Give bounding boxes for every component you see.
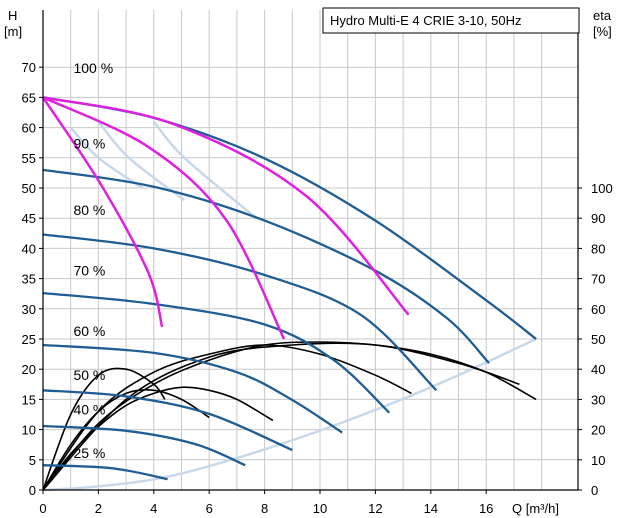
efficiency-curve: [42, 389, 210, 491]
y-left-tick-label: 60: [22, 121, 36, 136]
y-left-tick-label: 5: [29, 453, 36, 468]
efficiency-curve: [42, 344, 412, 491]
x-axis-label: Q [m³/h]: [512, 501, 559, 516]
x-tick-label: 12: [368, 501, 382, 516]
y-left-tick-label: 40: [22, 241, 36, 256]
y-right-tick-label: 70: [591, 272, 605, 287]
limit-curve: [42, 96, 286, 340]
y-left-tick-label: 70: [22, 60, 36, 75]
title-box: [322, 7, 580, 34]
y-left-tick-label: 15: [22, 392, 36, 407]
y-left-tick-label: 50: [22, 181, 36, 196]
y-left-tick-label: 35: [22, 272, 36, 287]
y-right-tick-label: 20: [591, 423, 605, 438]
y-left-tick-label: 20: [22, 362, 36, 377]
y-right-tick-label: 90: [591, 211, 605, 226]
y-right-tick-label: 0: [591, 483, 598, 498]
x-tick-label: 4: [150, 501, 157, 516]
y-right-tick-label: 30: [591, 392, 605, 407]
speed-label: 80 %: [73, 202, 105, 218]
head-curve: [42, 389, 293, 452]
y-right-tick-label: 100: [591, 181, 613, 196]
y-axis-left-label-line2: [m]: [4, 24, 22, 39]
axes: [39, 10, 582, 494]
limit-curve: [42, 96, 410, 316]
x-tick-label: 8: [261, 501, 268, 516]
head-curve: [42, 464, 168, 481]
y-axis-right-label-line1: eta: [593, 8, 612, 23]
head-curve: [42, 291, 391, 414]
chart-title: Hydro Multi-E 4 CRIE 3-10, 50Hz: [330, 13, 521, 28]
speed-label: 25 %: [73, 445, 105, 461]
limit-curve: [41, 96, 164, 328]
limit-curves: [41, 96, 410, 340]
x-tick-label: 0: [39, 501, 46, 516]
x-tick-label: 10: [313, 501, 327, 516]
speed-label: 70 %: [73, 263, 105, 279]
y-axis-left-label-line1: H: [8, 8, 17, 23]
iso-curve: [69, 126, 144, 190]
iso-curve: [152, 120, 258, 220]
head-curve: [42, 168, 490, 364]
y-right-tick-label: 80: [591, 241, 605, 256]
iso-curves: [42, 120, 537, 492]
grid: [43, 10, 578, 490]
speed-label: 50 %: [73, 367, 105, 383]
efficiency-curve: [42, 342, 520, 491]
efficiency-curves: [42, 341, 537, 491]
head-curve: [42, 233, 438, 392]
y-axis-right-label-line2: [%]: [593, 24, 612, 39]
y-left-tick-label: 65: [22, 90, 36, 105]
x-tick-label: 2: [95, 501, 102, 516]
head-curve: [42, 343, 343, 434]
speed-labels: 100 % 90 % 80 % 70 % 60 % 50 % 40 % 25 %: [73, 60, 113, 461]
x-tick-label: 14: [424, 501, 438, 516]
y-right-tick-label: 10: [591, 453, 605, 468]
y-left-tick-label: 25: [22, 332, 36, 347]
y-right-tick-label: 40: [591, 362, 605, 377]
y-left-tick-label: 30: [22, 302, 36, 317]
y-left-tick-label: 55: [22, 151, 36, 166]
x-tick-label: 6: [206, 501, 213, 516]
x-tick-label: 16: [479, 501, 493, 516]
y-left-tick-label: 10: [22, 423, 36, 438]
iso-curve: [42, 337, 537, 492]
y-right-tick-label: 60: [591, 302, 605, 317]
y-left-tick-label: 0: [29, 483, 36, 498]
speed-label: 40 %: [73, 402, 105, 418]
y-right-tick-label: 50: [591, 332, 605, 347]
tick-labels: 0 2 4 6 8 10 12 14 16 0 5 10 15 20 25 30 35 40 45 50 55 60 65 7…: [22, 60, 613, 516]
speed-label: 90 %: [73, 136, 105, 152]
head-curves: [42, 96, 537, 481]
head-curve: [42, 424, 246, 467]
speed-label: 60 %: [73, 323, 105, 339]
speed-label: 100 %: [73, 60, 113, 76]
y-left-tick-label: 45: [22, 211, 36, 226]
